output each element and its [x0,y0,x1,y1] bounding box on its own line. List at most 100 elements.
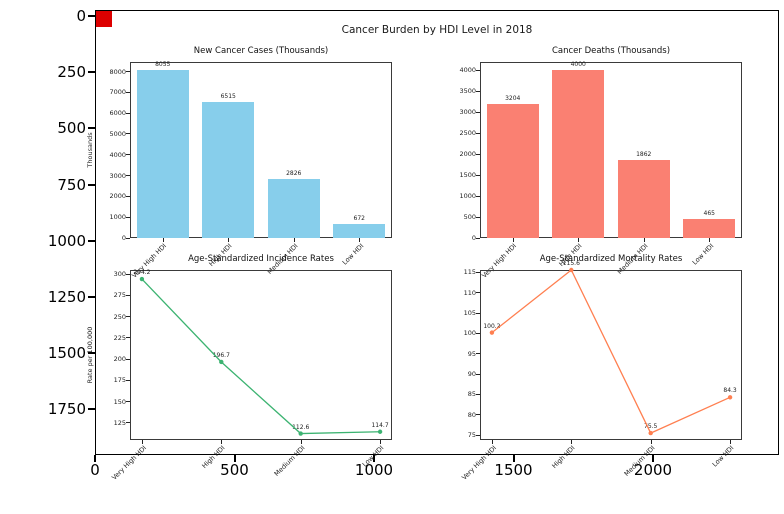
line-point-label: 115.6 [562,260,580,267]
y-tick-mark [126,71,130,73]
y-tick-mark [126,112,130,114]
y-tick-label: 125 [113,418,126,427]
y-tick-label: 1500 [459,171,476,180]
y-tick-mark [476,90,480,92]
subplot-title: Age-Standardized Incidence Rates [188,254,334,264]
y-tick-label: 105 [463,309,476,318]
y-tick-label: 250 [113,312,126,321]
y-tick-mark [476,237,480,239]
line-point-label: 196.7 [212,351,230,359]
y-tick-label: 3000 [109,171,126,180]
x-tick-mark [228,238,230,242]
x-tick-mark [491,440,493,444]
y-tick-mark [476,373,480,375]
y-tick-mark [126,294,130,296]
outer-x-tick-mark [652,455,654,462]
x-tick-mark [359,238,361,242]
y-tick-mark [126,401,130,403]
line-point-label: 114.7 [371,421,389,429]
line-point-label: 84.3 [723,387,737,395]
outer-y-tick-mark [88,183,95,186]
bar [136,70,189,238]
bar [486,103,539,238]
y-tick-label: 85 [467,390,476,399]
y-tick-mark [126,337,130,339]
bar [202,102,255,238]
outer-y-tick-mark [88,127,95,130]
x-tick-mark [730,440,732,444]
y-tick-mark [476,69,480,71]
outer-x-tick-label: 2000 [633,461,673,479]
y-tick-mark [126,175,130,177]
x-tick-mark [141,440,143,444]
outer-x-tick-label: 1500 [494,461,533,479]
y-tick-mark [476,111,480,113]
y-tick-label: 75 [467,431,476,440]
line-point-label: 294.2 [133,269,151,277]
y-tick-label: 3000 [459,108,476,117]
bar-value-label: 2826 [286,170,302,178]
y-tick-label: 2000 [459,150,476,159]
x-tick-mark [512,238,514,242]
bar-value-label: 1862 [636,150,652,158]
subplot-box [130,62,392,238]
outer-x-tick-mark [94,455,96,462]
y-tick-label: 5000 [109,129,126,138]
x-tick-label: Medium HDI [272,444,307,478]
x-tick-mark [293,238,295,242]
bar-value-label: 8055 [155,61,171,69]
outer-x-tick-mark [233,455,236,462]
y-tick-mark [126,91,130,93]
outer-y-tick-label: 1500 [47,344,86,363]
y-tick-mark [126,358,130,360]
y-axis-label: Thousands [86,132,94,168]
subplot-title: New Cancer Cases (Thousands) [193,46,329,56]
y-tick-mark [126,154,130,156]
y-tick-mark [126,316,130,318]
y-tick-label: 4000 [459,66,476,75]
y-tick-label: 0 [471,234,476,242]
y-tick-label: 1000 [109,213,126,222]
y-tick-label: 80 [467,410,476,419]
y-tick-label: 275 [113,291,126,300]
y-tick-mark [476,414,480,416]
line-point-label: 112.6 [292,423,310,431]
y-tick-label: 150 [113,397,126,406]
y-tick-label: 4000 [109,150,126,159]
bar [333,224,386,238]
y-tick-label: 2000 [109,192,126,201]
y-tick-mark [126,216,130,218]
bar-value-label: 672 [353,215,365,223]
y-tick-mark [126,133,130,135]
y-tick-label: 110 [463,288,476,297]
y-tick-mark [476,271,480,273]
outer-x-tick-label: 500 [220,461,249,479]
y-tick-label: 100 [463,329,476,338]
subplot-title: Age-Standardized Mortality Rates [539,254,683,264]
bar-value-label: 4000 [570,61,586,69]
y-tick-label: 2500 [459,129,476,138]
figure-title: Cancer Burden by HDI Level in 2018 [341,24,533,36]
x-tick-label: High HDI [550,444,577,471]
x-tick-mark [380,440,382,444]
bar [267,179,320,238]
x-tick-mark [300,440,302,444]
y-tick-mark [476,132,480,134]
y-tick-label: 7000 [109,88,126,97]
outer-y-tick-mark [88,296,95,298]
bar [617,159,670,238]
bar [552,70,605,238]
y-tick-label: 6000 [109,109,126,118]
y-tick-label: 8000 [109,67,126,76]
subplot-box [480,270,742,440]
outer-y-tick-mark [88,352,95,355]
y-tick-mark [476,312,480,314]
y-tick-label: 115 [463,268,476,277]
outer-y-tick-label: 1250 [47,288,86,306]
bar [683,218,736,238]
outer-y-tick-label: 1750 [47,400,86,419]
y-tick-mark [126,195,130,197]
red-marker [96,11,112,27]
subplot-box [130,270,392,440]
